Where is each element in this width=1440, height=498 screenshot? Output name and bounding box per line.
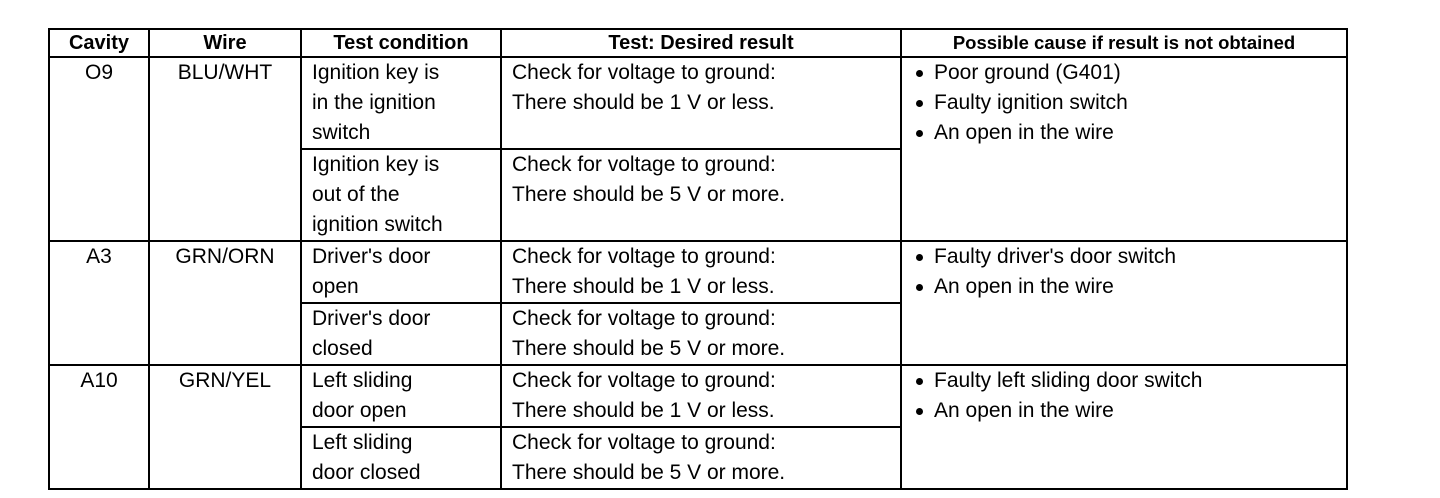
table-row: A3 GRN/ORN Driver's door open Check for volt… — [48, 240, 1348, 366]
cavity: A10 — [80, 369, 118, 392]
wire-color: GRN/ORN — [175, 245, 275, 268]
header-desired-result: Test: Desired result — [500, 28, 902, 58]
header-row: Cavity Wire Test condition Test: Desired… — [48, 28, 1348, 58]
wire-cell: GRN/ORN — [148, 240, 302, 366]
text-line: in the ignition — [312, 91, 436, 114]
text-line: There should be 1 V or less. — [512, 399, 775, 422]
wire-color: GRN/YEL — [178, 369, 272, 392]
text-line: door closed — [312, 461, 421, 484]
text-line: There should be 1 V or less. — [512, 91, 775, 114]
table-row: A10 GRN/YEL Left sliding door open Check for… — [48, 364, 1348, 490]
text-line: Driver's door — [312, 245, 431, 268]
text-line: There should be 5 V or more. — [512, 461, 786, 484]
cause-item: An open in the wire — [910, 118, 1346, 148]
desired-result-cell: Check for voltage to ground: There should… — [500, 148, 902, 242]
wire-cell: GRN/YEL — [148, 364, 302, 490]
cause-item: An open in the wire — [910, 272, 1346, 302]
table-row: Left sliding door closed Check for voltage… — [49, 426, 1347, 490]
desired-result-cell: Check for voltage to ground: There should… — [500, 364, 902, 428]
text-line: ignition switch — [312, 213, 443, 236]
cause-item: An open in the wire — [910, 396, 1346, 426]
text-line: closed — [312, 337, 373, 360]
cavity-cell: O9 — [48, 56, 150, 242]
text-line: Check for voltage to ground: — [512, 307, 776, 330]
cause-item: Poor ground (G401) — [910, 58, 1346, 88]
text-line: There should be 5 V or more. — [512, 337, 786, 360]
test-condition-cell: Left sliding door open — [300, 364, 502, 428]
text-line: Driver's door — [312, 307, 431, 330]
header-possible-cause: Possible cause if result is not obtained — [900, 28, 1348, 58]
text-line: There should be 1 V or less. — [512, 275, 775, 298]
text-line: Check for voltage to ground: — [512, 369, 776, 392]
wire-color: BLU/WHT — [177, 61, 273, 84]
header-wire: Wire — [148, 28, 302, 58]
test-condition-cell: Ignition key is out of the ignition switch — [300, 148, 502, 242]
text-line: switch — [312, 121, 371, 144]
possible-cause-cell: Poor ground (G401) Faulty ignition switch… — [900, 56, 1348, 242]
test-condition-cell: Driver's door closed — [300, 302, 502, 366]
cause-item: Faulty driver's door switch — [910, 242, 1346, 272]
cavity-cell: A10 — [48, 364, 150, 490]
possible-cause-cell: Faulty left sliding door switch An open i… — [900, 364, 1348, 490]
desired-result-cell: Check for voltage to ground: There should… — [500, 426, 902, 490]
text-line: out of the — [312, 183, 400, 206]
text-line: Ignition key is — [312, 61, 440, 84]
table-row: Driver's door closed Check for voltage to … — [49, 302, 1347, 366]
desired-result-cell: Check for voltage to ground: There should… — [500, 240, 902, 304]
test-condition-cell: Left sliding door closed — [300, 426, 502, 490]
wire-cell: BLU/WHT — [148, 56, 302, 242]
text-line: open — [312, 275, 359, 298]
cause-item: Faulty left sliding door switch — [910, 366, 1346, 396]
cavity: O9 — [84, 61, 113, 84]
text-line: door open — [312, 399, 407, 422]
desired-result-cell: Check for voltage to ground: There should… — [500, 302, 902, 366]
text-line: Check for voltage to ground: — [512, 61, 776, 84]
cavity: A3 — [86, 245, 112, 268]
text-line: Check for voltage to ground: — [512, 431, 776, 454]
text-line: Left sliding — [312, 369, 413, 392]
text-line: Ignition key is — [312, 153, 440, 176]
text-line: Check for voltage to ground: — [512, 153, 776, 176]
possible-cause-cell: Faulty driver's door switch An open in th… — [900, 240, 1348, 366]
cavity-cell: A3 — [48, 240, 150, 366]
text-line: Left sliding — [312, 431, 413, 454]
desired-result-cell: Check for voltage to ground: There should… — [500, 56, 902, 150]
header-test-condition: Test condition — [300, 28, 502, 58]
test-condition-cell: Driver's door open — [300, 240, 502, 304]
table-row: Ignition key is out of the ignition switch… — [49, 148, 1347, 242]
text-line: Check for voltage to ground: — [512, 245, 776, 268]
cause-item: Faulty ignition switch — [910, 88, 1346, 118]
text-line: There should be 5 V or more. — [512, 183, 786, 206]
test-condition-cell: Ignition key is in the ignition switch — [300, 56, 502, 150]
test-table: Cavity Wire Test condition Test: Desired… — [48, 28, 1348, 490]
table-row: O9 BLU/WHT Ignition key is in the ignition s… — [48, 56, 1348, 242]
header-cavity: Cavity — [48, 28, 150, 58]
